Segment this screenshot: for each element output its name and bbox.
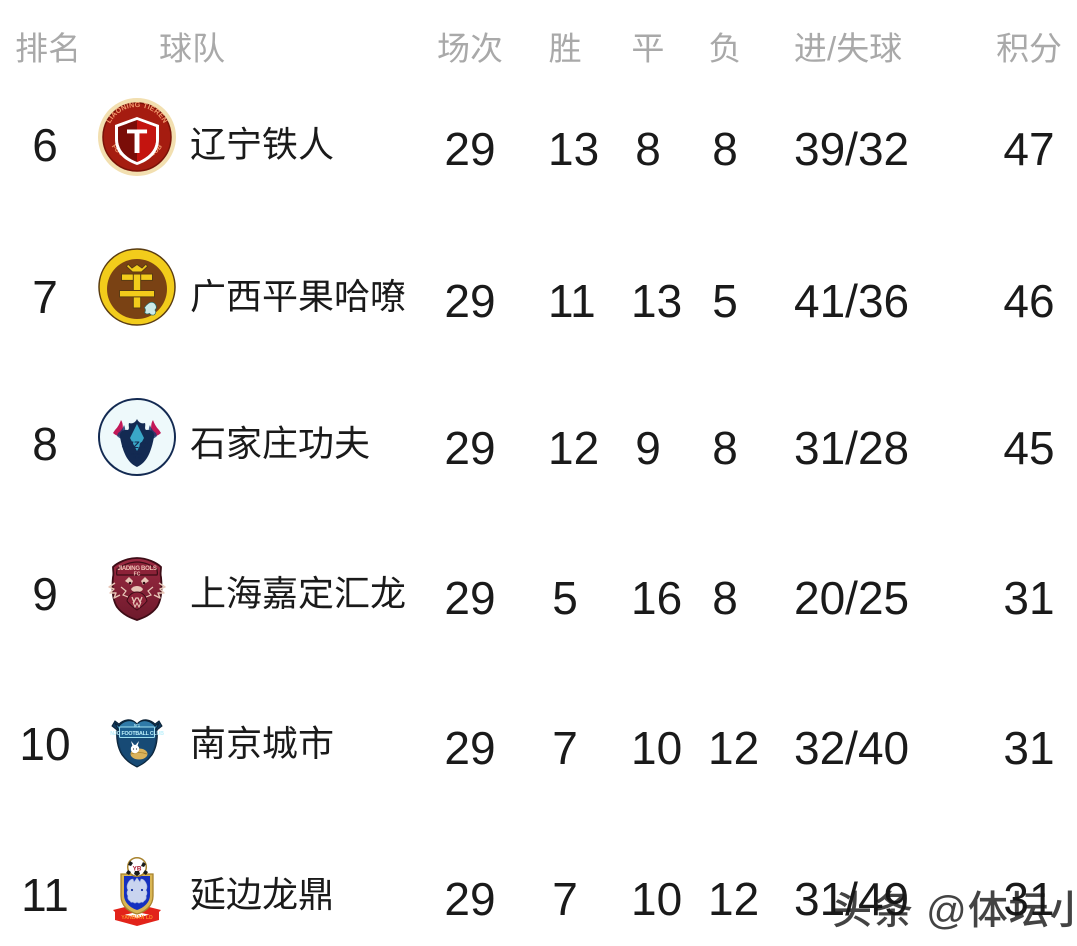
svg-text:YB: YB [133,866,142,873]
svg-text:NJC FOOTBALL CLUB: NJC FOOTBALL CLUB [110,731,164,737]
svg-text:YANBIAN LD: YANBIAN LD [121,915,153,921]
svg-text:CLUB: CLUB [133,456,141,460]
svg-text:T: T [127,123,148,161]
svg-text:N°1: N°1 [134,724,140,728]
svg-text:FC: FC [134,572,141,578]
svg-text:SJZGF: SJZGF [122,440,153,451]
